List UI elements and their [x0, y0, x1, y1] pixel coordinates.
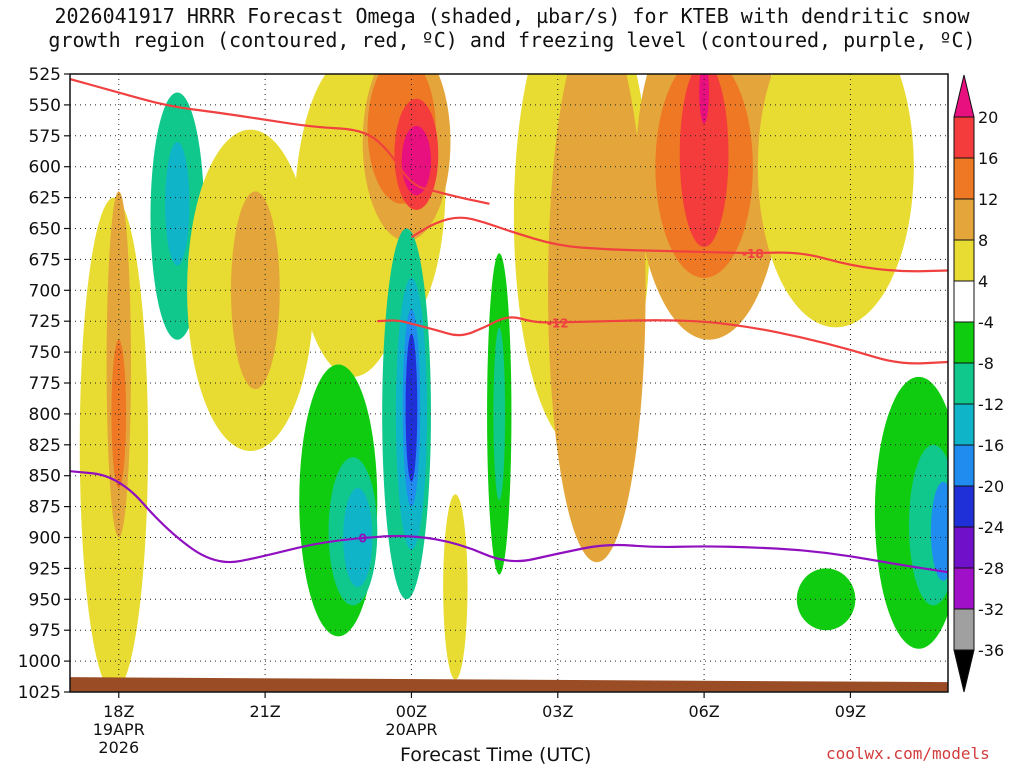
terrain [70, 677, 948, 692]
y-tick-label: 950 [29, 590, 61, 610]
y-tick-label: 1000 [18, 652, 61, 672]
colorbar-label: -4 [978, 313, 994, 332]
pressure-axis: 525 550 575 600 625 650 675 700 725 750 775 800 825 8… [18, 65, 70, 703]
source-credit[interactable]: coolwx.com/models [826, 744, 990, 763]
x-tick-year: 2026 [98, 738, 139, 757]
colorbar-bottom-arrow [953, 649, 975, 693]
y-tick-label: 975 [29, 621, 61, 641]
contour-line-1 [410, 216, 948, 273]
contour-line-2 [70, 77, 490, 205]
y-tick-label: 675 [29, 250, 61, 270]
colorbar-swatch [953, 567, 975, 610]
x-tick-label: 09Z [835, 702, 866, 721]
colorbar-label: -12 [978, 395, 1004, 414]
x-tick-label: 06Z [688, 702, 719, 721]
x-tick-label: 18Z [103, 702, 134, 721]
contour-label: -18 [742, 247, 764, 261]
omega-cell-30 [757, 74, 914, 328]
colorbar-swatch [953, 116, 975, 159]
colorbar-label: -20 [978, 477, 1004, 496]
omega-cell-28 [679, 74, 729, 248]
omega-cell-25 [582, 74, 631, 513]
contour-line-0 [377, 316, 948, 365]
omega-cell-34 [796, 568, 856, 631]
omega-cell-21 [493, 327, 506, 501]
omega-cell-2 [111, 339, 127, 489]
colorbar-swatch [953, 608, 975, 651]
colorbar-label: -24 [978, 518, 1004, 537]
omega-cell-33 [930, 481, 948, 581]
omega-cell-29 [699, 74, 709, 124]
contour-label: 0 [358, 532, 366, 546]
y-tick-label: 600 [29, 158, 61, 178]
colorbar-label: -16 [978, 436, 1004, 455]
y-tick-label: 800 [29, 405, 61, 425]
y-tick-label: 775 [29, 374, 61, 394]
y-tick-label: 525 [29, 65, 61, 85]
colorbar-label: -36 [978, 641, 1004, 660]
colorbar-swatch [953, 444, 975, 487]
x-tick-date: 19APR [93, 720, 145, 739]
contour-label: -12 [547, 316, 569, 330]
colorbar-swatch [953, 198, 975, 241]
y-tick-label: 700 [29, 281, 61, 301]
omega-cell-19 [405, 333, 418, 482]
colorbar-swatch [953, 485, 975, 528]
x-tick-date: 20APR [385, 720, 437, 739]
x-tick-label: 21Z [249, 702, 280, 721]
y-tick-label: 900 [29, 529, 61, 549]
colorbar-label: -28 [978, 559, 1004, 578]
contour-line-3 [70, 470, 948, 574]
omega-cell-22 [443, 494, 468, 680]
y-tick-label: 650 [29, 220, 61, 240]
colorbar-swatch [953, 321, 975, 364]
y-tick-label: 1025 [18, 683, 61, 703]
y-tick-label: 550 [29, 96, 61, 116]
y-tick-label: 750 [29, 343, 61, 363]
x-axis-title: Forecast Time (UTC) [400, 744, 592, 766]
colorbar-label: -8 [978, 354, 994, 373]
colorbar-label: 12 [978, 190, 998, 209]
colorbar-label: 16 [978, 149, 998, 168]
colorbar-top-arrow [953, 74, 975, 118]
y-tick-label: 725 [29, 312, 61, 332]
gridlines [70, 74, 948, 692]
colorbar-label: -32 [978, 600, 1004, 619]
colorbar-swatch [953, 403, 975, 446]
y-tick-label: 850 [29, 467, 61, 487]
omega-cell-4 [165, 141, 190, 266]
colorbar-label: 8 [978, 231, 988, 250]
colorbar-label: 20 [978, 108, 998, 127]
x-tick-label: 00Z [396, 702, 427, 721]
y-tick-label: 925 [29, 559, 61, 579]
y-tick-label: 625 [29, 189, 61, 209]
omega-shading [79, 74, 948, 692]
y-tick-label: 825 [29, 436, 61, 456]
colorbar-label: 4 [978, 272, 988, 291]
colorbar-swatch [953, 280, 975, 323]
y-tick-label: 575 [29, 127, 61, 147]
colorbar-swatch [953, 362, 975, 405]
colorbar-swatch [953, 157, 975, 200]
colorbar-swatch [953, 526, 975, 569]
chart-title: 2026041917 HRRR Forecast Omega (shaded, … [48, 4, 976, 52]
omega-colorbar: 20 16 12 8 4 -4 -8 -12 -16 -20 -24 -28 -32 -36 [953, 74, 1004, 693]
x-tick-label: 03Z [542, 702, 573, 721]
y-tick-label: 875 [29, 498, 61, 518]
colorbar-swatch [953, 239, 975, 282]
terrain-band [70, 677, 948, 692]
temperature-contours: -12 -18 0 [70, 77, 948, 574]
